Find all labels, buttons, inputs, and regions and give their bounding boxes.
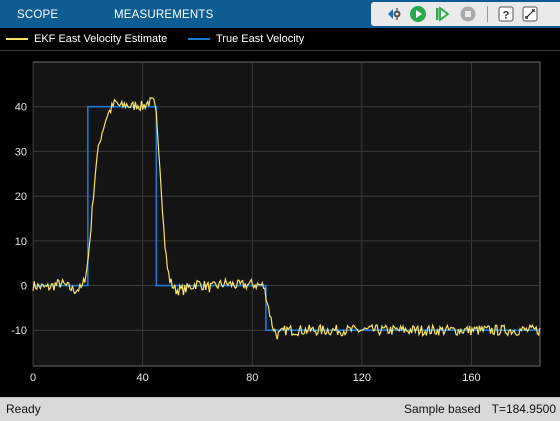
y-tick-label: 10 <box>15 236 27 248</box>
svg-text:?: ? <box>503 10 510 22</box>
expand-icon[interactable] <box>520 4 540 24</box>
y-tick-label: -10 <box>11 325 27 337</box>
y-tick-label: 40 <box>15 102 27 114</box>
toolstrip: SCOPE MEASUREMENTS <box>0 0 560 28</box>
legend: EKF East Velocity Estimate True East Vel… <box>0 28 560 51</box>
toolbar-separator <box>487 6 488 22</box>
legend-label-estimate: EKF East Velocity Estimate <box>34 33 168 45</box>
series-line-true-velocity <box>33 105 540 332</box>
x-tick-label: 120 <box>353 372 371 384</box>
x-tick-label: 0 <box>30 372 36 384</box>
step-forward-icon[interactable] <box>432 4 452 24</box>
run-icon[interactable] <box>408 4 428 24</box>
x-tick-label: 40 <box>136 372 148 384</box>
plot-area[interactable]: 0 40 80 120 160 -10 0 10 20 30 40 <box>0 51 560 397</box>
y-tick-label: 30 <box>15 146 27 158</box>
series-line-ekf-estimate <box>32 96 541 340</box>
status-sample-mode: Sample based <box>404 402 481 416</box>
legend-swatch-truth <box>188 38 210 40</box>
toolbar: ? <box>371 2 560 26</box>
status-time: T=184.9500 <box>491 402 556 416</box>
y-tick-label: 20 <box>15 191 27 203</box>
tab-scope[interactable]: SCOPE <box>17 9 59 21</box>
stop-icon[interactable] <box>458 4 478 24</box>
legend-item-estimate[interactable]: EKF East Velocity Estimate <box>6 28 167 50</box>
legend-item-truth[interactable]: True East Velocity <box>188 28 304 50</box>
x-tick-label: 80 <box>246 372 258 384</box>
status-bar: Ready Sample based T=184.9500 <box>0 397 560 421</box>
x-tick-label: 160 <box>462 372 480 384</box>
status-ready: Ready <box>6 402 41 416</box>
y-tick-label: 0 <box>21 281 27 293</box>
legend-label-truth: True East Velocity <box>216 33 305 45</box>
signal-selection-icon[interactable] <box>385 4 405 24</box>
legend-swatch-estimate <box>6 38 28 40</box>
tab-measurements[interactable]: MEASUREMENTS <box>114 9 214 21</box>
help-icon[interactable]: ? <box>496 4 516 24</box>
line-chart: 0 40 80 120 160 -10 0 10 20 30 40 <box>11 61 541 384</box>
axes-box <box>32 61 541 367</box>
